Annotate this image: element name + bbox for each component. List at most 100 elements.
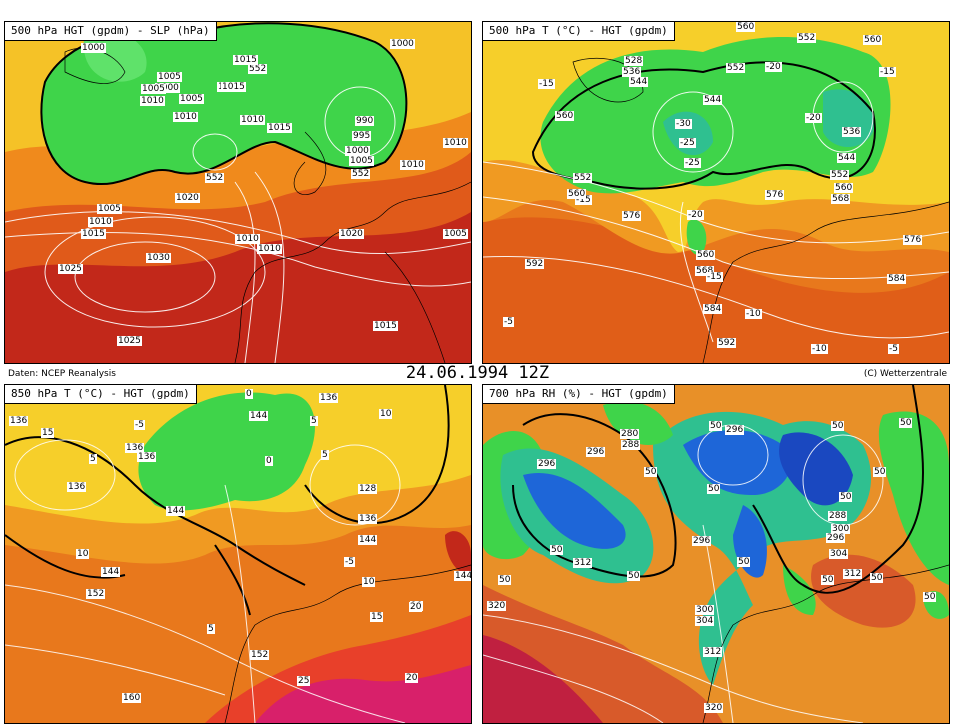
valid-datetime: 24.06.1994 12Z: [405, 363, 550, 383]
contour-label: -10: [745, 309, 762, 319]
contour-label: 160: [122, 693, 142, 703]
contour-label: -25: [684, 158, 701, 168]
contour-label: 1005: [179, 94, 204, 104]
contour-label: 10: [76, 549, 90, 559]
contour-label: 10: [362, 577, 376, 587]
contour-label: 544: [629, 77, 649, 87]
panel-500hpa-temp: 500 hPa T (°C) - HGT (gpdm) 560 552 560 …: [482, 21, 950, 364]
contour-label: 15: [41, 428, 55, 438]
contour-label: 552: [830, 170, 850, 180]
contour-label: 50: [627, 571, 641, 581]
contour-label: 312: [843, 569, 863, 579]
panel-850hpa-temp: 850 hPa T (°C) - HGT (gpdm) 0 136 144 5 …: [4, 384, 472, 724]
contour-label: 552: [573, 173, 593, 183]
contour-label: 20: [405, 673, 419, 683]
contour-label: 576: [622, 211, 642, 221]
contour-label: -15: [706, 272, 723, 282]
contour-label: 10: [379, 409, 393, 419]
contour-label: 0: [245, 389, 253, 399]
contour-label: 560: [736, 22, 756, 32]
contour-label: 995: [352, 131, 372, 141]
contour-label: 304: [695, 616, 715, 626]
contour-label: -20: [765, 62, 782, 72]
map-700hpa-rh: [483, 385, 949, 723]
map-500hpa-slp: [5, 22, 471, 363]
data-source: Daten: NCEP Reanalysis: [8, 369, 116, 379]
contour-label: 1025: [117, 336, 142, 346]
contour-label: 5: [207, 624, 215, 634]
contour-label: 560: [863, 35, 883, 45]
contour-label: 1010: [240, 115, 265, 125]
contour-label: 552: [726, 63, 746, 73]
contour-label: 136: [67, 482, 87, 492]
contour-label: 0: [265, 456, 273, 466]
contour-label: 1015: [221, 82, 246, 92]
contour-label: 25: [297, 676, 311, 686]
contour-label: 1005: [141, 84, 166, 94]
contour-label: 1025: [58, 264, 83, 274]
contour-label: 50: [550, 545, 564, 555]
contour-label: 1020: [175, 193, 200, 203]
contour-label: 1010: [400, 160, 425, 170]
contour-label: 592: [717, 338, 737, 348]
contour-label: 296: [725, 425, 745, 435]
contour-label: 1000: [155, 83, 180, 93]
contour-label: 312: [573, 558, 593, 568]
contour-label: 552: [248, 64, 268, 74]
contour-label: -5: [888, 344, 899, 354]
contour-label: 320: [704, 703, 724, 713]
panel-title: 500 hPa T (°C) - HGT (gpdm): [483, 22, 675, 41]
contour-label: 128: [358, 484, 378, 494]
contour-label: 1005: [349, 156, 374, 166]
contour-label: 5: [321, 450, 329, 460]
contour-label: 1000: [81, 43, 106, 53]
contour-label: 50: [737, 557, 751, 567]
contour-label: 1010: [173, 112, 198, 122]
contour-label: -15: [538, 79, 555, 89]
contour-label: 560: [567, 189, 587, 199]
contour-label: 296: [692, 536, 712, 546]
contour-label: 50: [839, 492, 853, 502]
contour-label: 576: [765, 190, 785, 200]
contour-label: 280: [620, 429, 640, 439]
contour-label: 144: [454, 571, 472, 581]
contour-label: 1015: [267, 123, 292, 133]
contour-label: 560: [555, 111, 575, 121]
contour-label: 5: [89, 454, 97, 464]
contour-label: -15: [879, 67, 896, 77]
contour-label: 990: [355, 116, 375, 126]
contour-label: 136: [319, 393, 339, 403]
contour-label: 50: [644, 467, 658, 477]
contour-label: 1010: [140, 96, 165, 106]
contour-label: 560: [834, 183, 854, 193]
panel-title: 850 hPa T (°C) - HGT (gpdm): [5, 385, 197, 404]
contour-label: 320: [487, 601, 507, 611]
contour-label: -5: [134, 420, 145, 430]
contour-label: -5: [503, 317, 514, 327]
contour-label: 560: [696, 250, 716, 260]
contour-label: -20: [805, 113, 822, 123]
contour-label: 312: [703, 647, 723, 657]
contour-label: 144: [249, 411, 269, 421]
contour-label: 544: [837, 153, 857, 163]
contour-label: 50: [707, 484, 721, 494]
contour-label: 136: [125, 443, 145, 453]
contour-label: 1005: [443, 229, 468, 239]
contour-label: 568: [695, 266, 715, 276]
contour-label: 50: [498, 575, 512, 585]
contour-label: 296: [586, 447, 606, 457]
contour-label: 1005: [157, 72, 182, 82]
contour-label: 584: [703, 304, 723, 314]
contour-label: 1010: [257, 244, 282, 254]
contour-label: 50: [831, 421, 845, 431]
contour-label: 552: [797, 33, 817, 43]
contour-label: 1000: [345, 146, 370, 156]
contour-label: 50: [873, 467, 887, 477]
contour-label: 50: [899, 418, 913, 428]
contour-label: 1010: [88, 217, 113, 227]
contour-label: 1005: [97, 204, 122, 214]
contour-label: 136: [137, 452, 157, 462]
contour-label: 50: [923, 592, 937, 602]
map-850hpa-temp: [5, 385, 471, 723]
contour-label: -15: [575, 195, 592, 205]
